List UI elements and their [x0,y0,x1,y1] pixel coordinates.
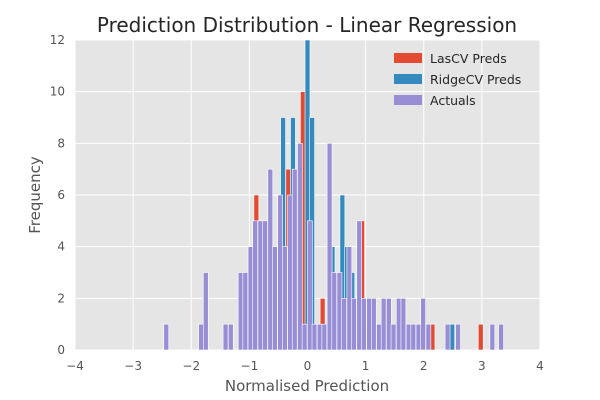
actuals-bar [455,323,461,351]
legend-swatch-lascv-preds [394,53,422,63]
chart-title: Prediction Distribution - Linear Regress… [97,13,517,37]
actuals-bar [444,323,451,351]
actuals-bar [262,220,268,351]
y-axis-label: Frequency [26,156,44,234]
x-tick-label: 0 [304,359,312,373]
actuals-bar [297,143,303,351]
x-tick-label: 4 [536,359,544,373]
actuals-bar [341,298,347,351]
actuals-bar [272,246,278,351]
actuals-bar [390,323,397,351]
actuals-bar [415,323,422,351]
x-tick-label: 1 [362,359,370,373]
actuals-bar [198,323,204,351]
y-tick-label: 4 [57,240,65,254]
legend: LasCV Preds RidgeCV Preds Actuals [394,51,521,108]
x-tick-label: −3 [124,359,142,373]
actuals-bar [366,298,372,351]
actuals-bar [222,323,229,351]
actuals-bar [307,220,313,351]
actuals-bar [498,323,504,351]
actuals-bar [247,246,254,351]
actuals-bar [346,246,353,351]
actuals-bar [395,298,402,351]
actuals-bar [267,168,274,351]
y-tick-label: 8 [57,136,65,150]
actuals-bar [386,298,392,351]
legend-label-ridgecv-preds: RidgeCV Preds [430,72,521,87]
actuals-bar [425,323,432,351]
actuals-bar [489,323,496,351]
actuals-bar [228,323,234,351]
x-tick-label: −2 [182,359,200,373]
actuals-bar [356,220,363,351]
actuals-bar [291,168,298,351]
actuals-bar [420,298,426,351]
actuals-bar [410,323,417,351]
x-axis-ticks: −4 −3 −2 −1 0 1 2 3 4 [66,359,544,373]
legend-swatch-ridgecv-preds [394,74,422,84]
actuals-bar [237,272,244,351]
legend-label-actuals: Actuals [430,93,476,108]
actuals-bar [380,298,387,351]
actuals-bar [326,143,333,351]
lascv-preds-bar [477,323,484,351]
legend-label-lascv-preds: LasCV Preds [430,51,507,66]
actuals-bar [242,272,249,351]
x-tick-label: 3 [478,359,486,373]
y-tick-label: 10 [50,85,65,99]
actuals-bar [282,246,288,351]
actuals-bar [361,298,367,351]
actuals-bar [163,323,170,351]
actuals-bar [321,323,328,351]
actuals-bar [257,220,264,351]
actuals-bar [331,272,338,351]
actuals-bar [203,272,209,351]
actuals-bar [287,194,293,351]
actuals-bar [252,220,258,351]
x-tick-label: 2 [420,359,428,373]
actuals-bar [301,323,308,351]
x-axis-label: Normalised Prediction [225,377,389,395]
actuals-bar [277,194,283,351]
actuals-bar [336,272,343,351]
ridgecv-preds-bar [449,323,456,351]
legend-swatch-actuals [394,95,422,105]
actuals-bar [405,323,412,351]
y-axis-ticks: 0 2 4 6 8 10 12 [50,33,65,357]
x-tick-label: −1 [241,359,259,373]
actuals-bar [311,323,318,351]
actuals-bar [400,298,407,351]
y-tick-label: 12 [50,33,65,47]
x-tick-label: −4 [66,359,84,373]
y-tick-label: 2 [57,291,65,305]
actuals-bar [376,323,382,351]
actuals-bar [351,298,357,351]
actuals-bar [370,298,377,351]
actuals-bar [316,323,323,351]
histogram-bars [163,39,504,351]
y-tick-label: 6 [57,188,65,202]
y-tick-label: 0 [57,343,65,357]
